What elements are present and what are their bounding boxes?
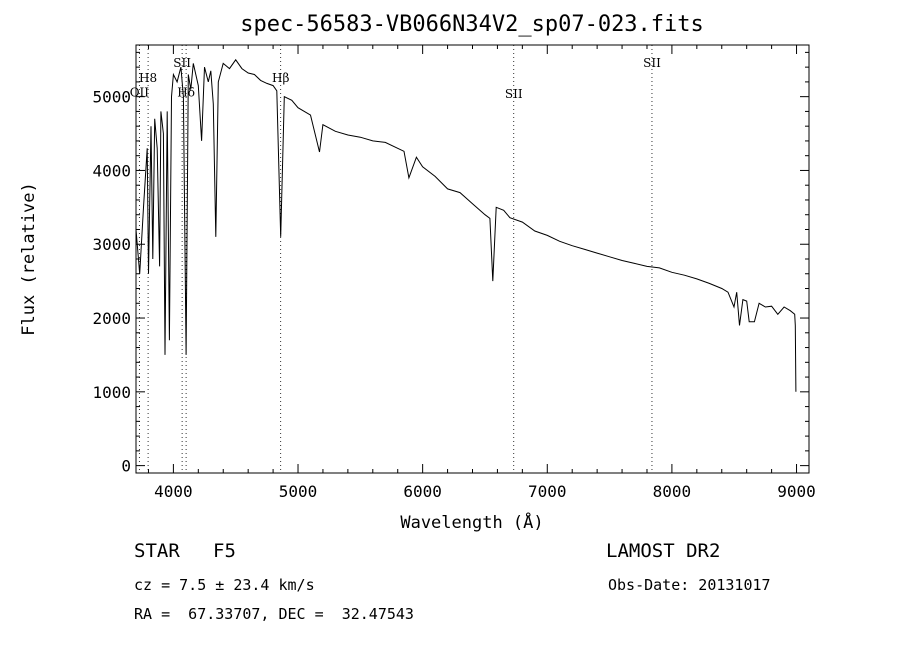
x-tick-label-4: 8000 bbox=[653, 482, 692, 501]
x-axis: 4000 5000 6000 7000 8000 9000 bbox=[147, 45, 816, 501]
y-axis: 0 1000 2000 3000 4000 5000 bbox=[92, 51, 809, 476]
y-tick-label-5: 5000 bbox=[92, 88, 131, 107]
y-tick-label-4: 4000 bbox=[92, 161, 131, 180]
y-axis-label: Flux (relative) bbox=[19, 182, 39, 336]
y-tick-label-1: 1000 bbox=[92, 383, 131, 402]
survey-name: LAMOST DR2 bbox=[606, 540, 721, 562]
y-tick-label-0: 0 bbox=[121, 457, 131, 476]
x-tick-label-0: 4000 bbox=[154, 482, 193, 501]
x-axis-label: Wavelength (Å) bbox=[400, 511, 543, 533]
redshift: cz = 7.5 ± 23.4 km/s bbox=[134, 576, 315, 594]
line-markers bbox=[138, 45, 653, 473]
chart-title: spec-56583-VB066N34V2_sp07-023.fits bbox=[240, 12, 704, 37]
x-tick-label-3: 7000 bbox=[528, 482, 567, 501]
x-tick-label-5: 9000 bbox=[777, 482, 816, 501]
line-label-5: SII bbox=[505, 87, 523, 101]
y-tick-label-3: 3000 bbox=[92, 235, 131, 254]
line-label-0: H8 bbox=[139, 71, 157, 85]
x-tick-label-2: 6000 bbox=[403, 482, 442, 501]
line-label-4: Hβ bbox=[272, 71, 289, 85]
subclass: F5 bbox=[213, 540, 236, 562]
coordinates: RA = 67.33707, DEC = 32.47543 bbox=[134, 605, 414, 623]
line-label-3: Hδ bbox=[177, 86, 195, 100]
y-tick-label-2: 2000 bbox=[92, 309, 131, 328]
plot-frame bbox=[135, 44, 810, 474]
line-label-2: SII bbox=[173, 56, 191, 70]
spectrum-line bbox=[135, 58, 797, 392]
line-label-1: OII bbox=[130, 86, 150, 100]
line-label-6: SII bbox=[643, 56, 661, 70]
x-tick-label-1: 5000 bbox=[279, 482, 318, 501]
obs-date: Obs-Date: 20131017 bbox=[608, 576, 771, 594]
object-class: STAR bbox=[134, 540, 180, 562]
